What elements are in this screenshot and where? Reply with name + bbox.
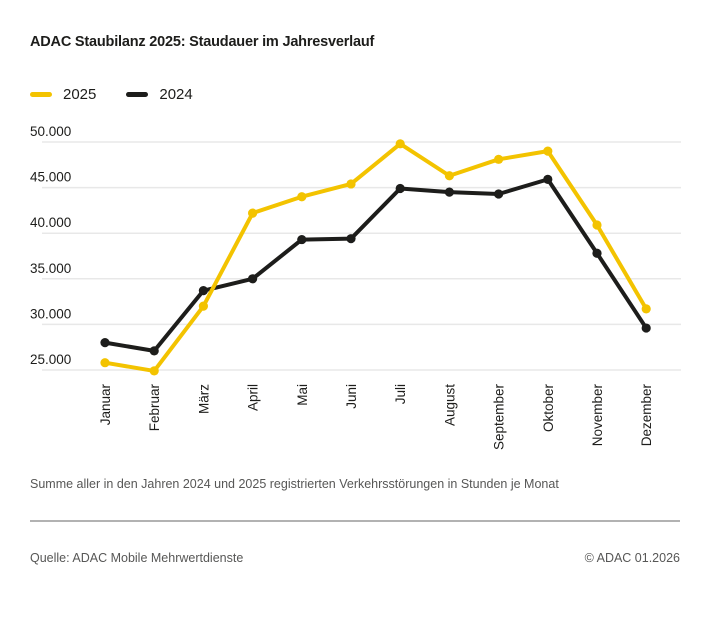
x-tick-label: Januar bbox=[98, 383, 113, 425]
data-point-2025 bbox=[297, 192, 307, 202]
source-text: Quelle: ADAC Mobile Mehrwertdienste bbox=[30, 551, 244, 565]
chart-title: ADAC Staubilanz 2025: Staudauer im Jahre… bbox=[30, 34, 375, 50]
data-point-2025 bbox=[198, 301, 208, 311]
legend-item-2025: 2025 bbox=[30, 86, 96, 103]
line-chart: 50.000 45.000 40.000 35.000 30.000 25.000 Janu… bbox=[30, 124, 681, 451]
data-point-2025 bbox=[248, 208, 258, 218]
data-point-2025 bbox=[346, 179, 356, 189]
y-tick-label: 35.000 bbox=[30, 261, 71, 276]
footer: Quelle: ADAC Mobile Mehrwertdienste © AD… bbox=[30, 551, 680, 565]
data-point-2024 bbox=[297, 234, 307, 245]
data-point-2024 bbox=[346, 234, 356, 244]
y-tick-label: 45.000 bbox=[30, 170, 71, 185]
data-point-2024 bbox=[100, 338, 110, 348]
x-tick-label: August bbox=[442, 384, 457, 426]
y-tick-label: 25.000 bbox=[30, 352, 71, 367]
series-line-2025 bbox=[103, 141, 649, 373]
x-tick-label: Oktober bbox=[541, 384, 556, 433]
chart-legend: 2025 2024 bbox=[30, 86, 193, 103]
series-line-2024 bbox=[103, 177, 649, 353]
legend-item-2024: 2024 bbox=[126, 86, 193, 103]
data-point-2024 bbox=[395, 183, 405, 194]
x-tick-label: März bbox=[196, 384, 211, 414]
data-point-2024 bbox=[592, 248, 602, 258]
data-point-2024 bbox=[641, 323, 651, 333]
data-point-2025 bbox=[641, 304, 651, 314]
data-point-2025 bbox=[592, 220, 602, 230]
data-point-2024 bbox=[149, 346, 159, 356]
data-point-2024 bbox=[494, 189, 504, 199]
data-point-2025 bbox=[149, 366, 159, 376]
x-tick-label: Juni bbox=[344, 384, 359, 409]
x-tick-label: September bbox=[492, 384, 507, 451]
data-point-2025 bbox=[395, 139, 405, 149]
data-point-2024 bbox=[543, 174, 553, 184]
data-point-2025 bbox=[543, 146, 553, 156]
legend-label-2025: 2025 bbox=[63, 86, 97, 103]
x-tick-label: November bbox=[590, 384, 605, 447]
data-point-2024 bbox=[198, 286, 208, 296]
legend-label-2024: 2024 bbox=[159, 86, 193, 103]
x-tick-label: Juli bbox=[393, 384, 408, 404]
data-point-2025 bbox=[100, 358, 110, 368]
x-tick-label: Mai bbox=[295, 384, 310, 406]
chart-footnote: Summe aller in den Jahren 2024 und 2025 … bbox=[30, 477, 559, 491]
x-tick-label: Februar bbox=[147, 384, 162, 432]
legend-swatch-2025-icon bbox=[30, 92, 52, 97]
footer-divider bbox=[30, 520, 680, 522]
legend-swatch-2024-icon bbox=[126, 92, 149, 97]
x-tick-label: April bbox=[246, 384, 261, 411]
y-tick-label: 40.000 bbox=[30, 215, 71, 230]
copyright-text: © ADAC 01.2026 bbox=[584, 551, 680, 565]
y-tick-label: 50.000 bbox=[30, 124, 71, 139]
data-point-2025 bbox=[494, 154, 504, 164]
x-tick-label: Dezember bbox=[639, 384, 654, 447]
data-point-2025 bbox=[444, 171, 454, 181]
data-point-2024 bbox=[248, 274, 258, 284]
y-tick-label: 30.000 bbox=[30, 306, 71, 321]
chart-area: 50.000 45.000 40.000 35.000 30.000 25.000 Janu… bbox=[0, 120, 710, 480]
data-point-2024 bbox=[444, 187, 454, 197]
